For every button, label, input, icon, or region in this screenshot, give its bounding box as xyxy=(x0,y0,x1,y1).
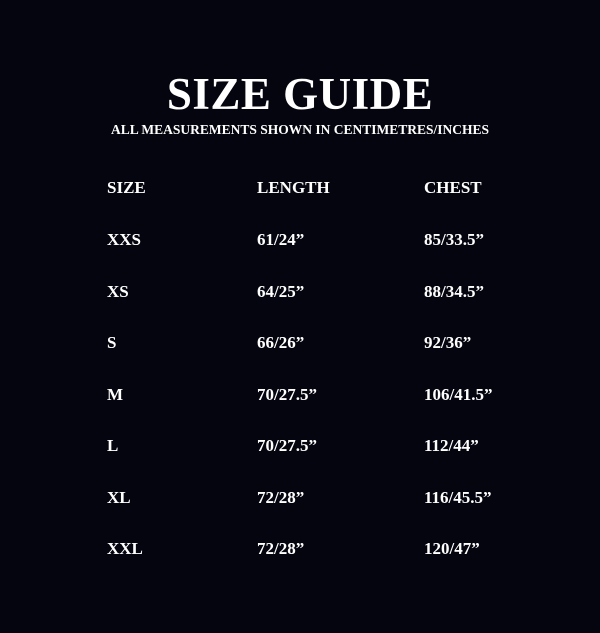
length-cell: 70/27.5” xyxy=(257,384,317,404)
length-cell: 70/27.5” xyxy=(257,436,317,455)
header-size: SIZE xyxy=(107,178,146,197)
table-row: M 70/27.5” 106/41.5” xyxy=(0,385,600,409)
size-cell: S xyxy=(107,333,117,352)
chest-cell: 120/47” xyxy=(424,539,480,558)
chest-cell: 92/36” xyxy=(424,333,472,352)
chest-cell: 88/34.5” xyxy=(424,281,484,301)
length-cell: 64/25” xyxy=(257,281,305,301)
size-cell: XS xyxy=(107,281,129,301)
length-cell: 72/28” xyxy=(257,539,305,558)
size-cell: XL xyxy=(107,487,131,507)
header-length: LENGTH xyxy=(257,178,330,197)
chest-cell: 85/33.5” xyxy=(424,230,484,249)
length-cell: 66/26” xyxy=(257,333,305,352)
table-row: XXL 72/28” 120/47” xyxy=(0,539,600,563)
chest-cell: 112/44” xyxy=(424,436,479,455)
table-row: XXS 61/24” 85/33.5” xyxy=(0,230,600,254)
table-row: XS 64/25” 88/34.5” xyxy=(0,282,600,306)
table-row: XL 72/28” 116/45.5” xyxy=(0,488,600,512)
size-cell: M xyxy=(107,384,124,404)
header-chest: CHEST xyxy=(424,178,482,197)
length-cell: 72/28” xyxy=(257,487,305,507)
length-cell: 61/24” xyxy=(257,230,305,249)
chest-cell: 106/41.5” xyxy=(424,384,493,404)
table-row: L 70/27.5” 112/44” xyxy=(0,436,600,460)
size-cell: XXL xyxy=(107,539,143,558)
table-header: SIZE LENGTH CHEST xyxy=(0,178,600,202)
subtitle: ALL MEASUREMENTS SHOWN IN CENTIMETRES/IN… xyxy=(110,122,490,137)
chest-cell: 116/45.5” xyxy=(424,487,492,507)
size-cell: L xyxy=(107,436,119,455)
table-row: S 66/26” 92/36” xyxy=(0,333,600,357)
page-title: SIZE GUIDE xyxy=(166,69,434,119)
size-cell: XXS xyxy=(107,230,142,249)
